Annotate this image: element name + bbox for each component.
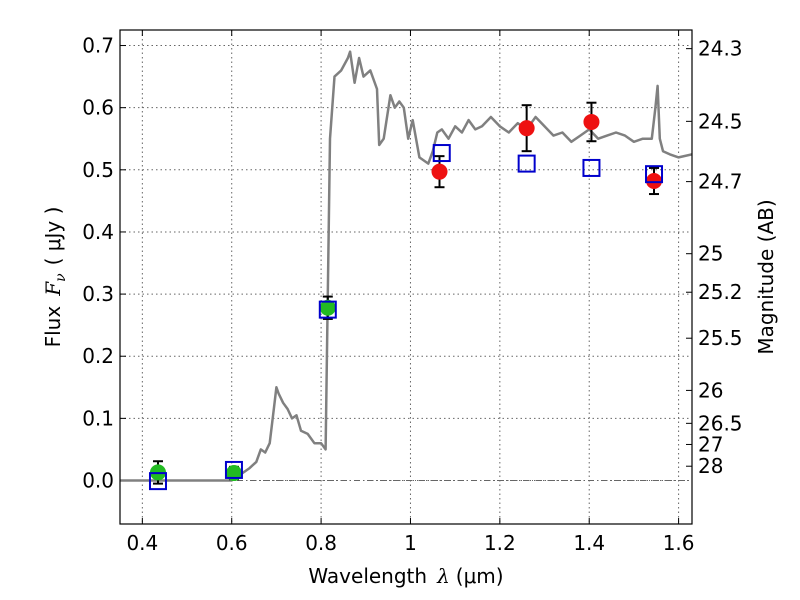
x-tick-label: 1.6 bbox=[663, 531, 695, 555]
x-tick-label: 0.8 bbox=[305, 531, 337, 555]
x-tick-label: 0.6 bbox=[216, 531, 248, 555]
x-tick-label: 1.4 bbox=[573, 531, 605, 555]
x-tick-label: 1.2 bbox=[484, 531, 516, 555]
y2-tick-label: 25 bbox=[698, 242, 723, 266]
plot-frame bbox=[119, 29, 693, 525]
y-tick-label: 0.2 bbox=[82, 344, 114, 368]
model-flux-square bbox=[224, 460, 243, 479]
data-point bbox=[583, 113, 600, 130]
y-tick-label: 0.6 bbox=[82, 96, 114, 120]
y-tick-label: 0.1 bbox=[82, 406, 114, 430]
y2-tick-label: 24.5 bbox=[698, 109, 743, 133]
grid-lines bbox=[120, 30, 692, 524]
x-tick-label: 0.4 bbox=[126, 531, 158, 555]
plot-area bbox=[120, 50, 692, 491]
y2-tick-label: 28 bbox=[698, 454, 723, 478]
y2-tick-label: 26.5 bbox=[698, 411, 743, 435]
x-axis-title: Wavelength λ (μm) bbox=[308, 564, 503, 588]
data-point bbox=[319, 299, 336, 316]
data-point bbox=[431, 163, 448, 180]
y2-tick-label: 27 bbox=[698, 432, 723, 456]
x-tick-label: 1 bbox=[404, 531, 417, 555]
y-tick-label: 0.5 bbox=[82, 158, 114, 182]
y-tick-label: 0.3 bbox=[82, 282, 114, 306]
y2-tick-label: 24.3 bbox=[698, 37, 743, 61]
model-flux-square bbox=[318, 300, 337, 319]
y2-tick-label: 25.5 bbox=[698, 326, 743, 350]
y2-tick-label: 24.7 bbox=[698, 170, 743, 194]
y-tick-label: 0.4 bbox=[82, 220, 114, 244]
model-flux-square bbox=[517, 154, 536, 173]
model-spectrum-line bbox=[120, 50, 692, 482]
model-flux-square bbox=[148, 472, 167, 491]
axis-ticks bbox=[120, 30, 692, 524]
y2-tick-label: 25.2 bbox=[698, 280, 743, 304]
y2-axis-title: Magnitude (AB) bbox=[754, 199, 778, 354]
data-point bbox=[646, 172, 663, 189]
data-point bbox=[518, 120, 535, 137]
model-flux-square bbox=[432, 144, 451, 163]
y-tick-label: 0.0 bbox=[82, 469, 114, 493]
y-tick-label: 0.7 bbox=[82, 34, 114, 58]
y2-tick-label: 26 bbox=[698, 378, 723, 402]
model-flux-square bbox=[645, 165, 664, 184]
tick-labels: 0.4 0.6 0.8 1 1.2 1.4 1.6 0.0 0.1 0.2 0.3 0.4 0.5 0.6… bbox=[82, 34, 742, 555]
y-axis-title: FluxFν( μJy ) bbox=[41, 207, 69, 348]
model-flux-square bbox=[582, 158, 601, 177]
